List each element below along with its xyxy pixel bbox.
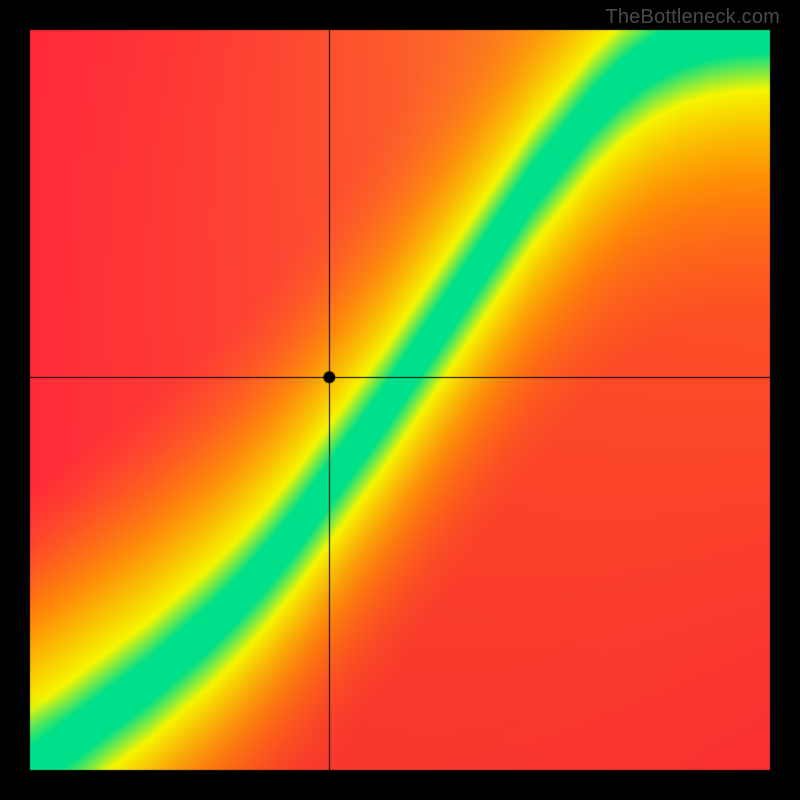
heatmap-canvas: [0, 0, 800, 800]
chart-container: TheBottleneck.com: [0, 0, 800, 800]
watermark-text: TheBottleneck.com: [605, 6, 780, 29]
